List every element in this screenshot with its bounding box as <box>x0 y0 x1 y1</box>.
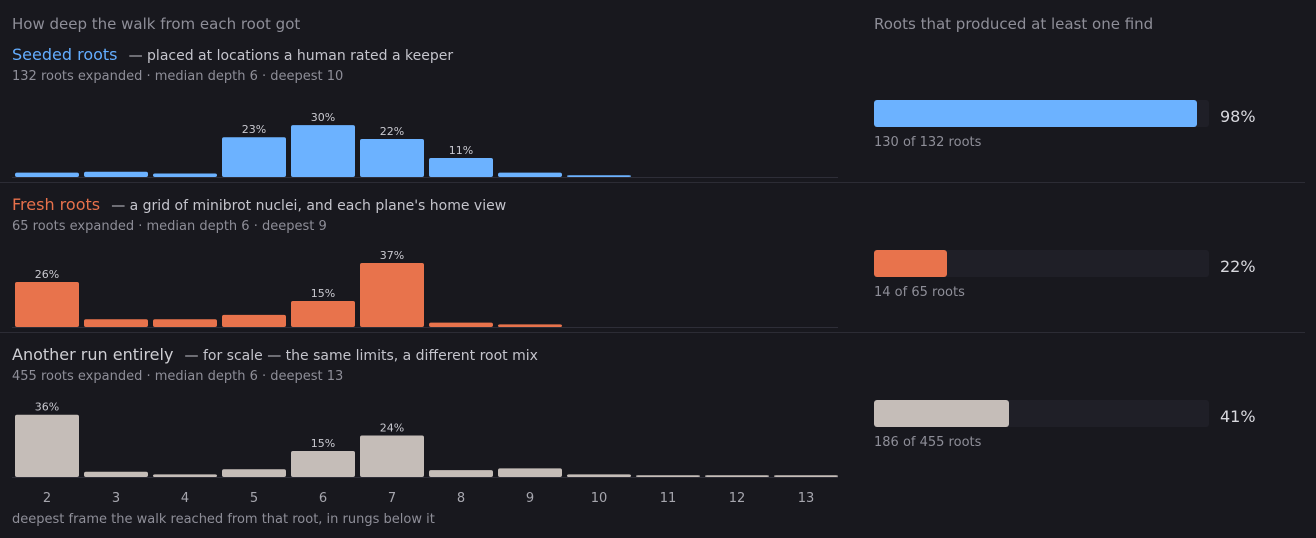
histogram-bar <box>429 157 493 177</box>
histogram-bar <box>498 172 562 177</box>
histogram-bar <box>15 414 79 477</box>
x-tick-label: 8 <box>457 491 465 506</box>
find-rate-fill <box>874 250 947 277</box>
histogram-bar <box>84 171 148 177</box>
histogram-bar <box>84 319 148 327</box>
histogram-bar <box>222 314 286 327</box>
find-rate-fill <box>874 100 1198 127</box>
histogram-bar <box>360 263 424 327</box>
histogram-bar <box>153 474 217 477</box>
histogram-bar <box>360 138 424 177</box>
find-rate-percent: 22% <box>1220 257 1256 276</box>
bar-value-label: 15% <box>311 437 335 450</box>
bar-value-label: 11% <box>449 144 473 157</box>
histogram-bar <box>636 475 700 477</box>
row-divider <box>0 332 1305 333</box>
bar-value-label: 36% <box>35 401 59 414</box>
x-tick-label: 13 <box>798 491 815 506</box>
histogram-bar <box>15 282 79 327</box>
x-axis: 2 3 4 5 6 7 8 9 10 11 12 13 <box>43 491 815 506</box>
bar-value-label: 26% <box>35 268 59 281</box>
x-tick-label: 5 <box>250 491 258 506</box>
histogram-bar <box>429 470 493 477</box>
row-title: Seeded roots <box>12 45 118 64</box>
histogram-bar <box>291 451 355 477</box>
x-tick-label: 7 <box>388 491 396 506</box>
histogram-bar <box>15 172 79 177</box>
bar-value-label: 30% <box>311 111 335 124</box>
find-rate-percent: 41% <box>1220 407 1256 426</box>
x-tick-label: 11 <box>660 491 677 506</box>
find-rate-heading: Roots that produced at least one find <box>874 15 1154 33</box>
x-axis-label: deepest frame the walk reached from that… <box>12 512 435 527</box>
histogram-bar <box>429 322 493 327</box>
row-seeded-header: Seeded roots — placed at locations a hum… <box>12 45 453 64</box>
x-tick-label: 2 <box>43 491 51 506</box>
row-divider <box>0 182 1305 183</box>
histogram-bar <box>153 173 217 177</box>
bar-value-label: 15% <box>311 287 335 300</box>
depth-histogram-fresh: 26% 15% 37% <box>12 249 838 328</box>
row-title: Another run entirely <box>12 345 174 364</box>
histogram-bar <box>705 475 769 477</box>
find-rate-count: 14 of 65 roots <box>874 285 965 300</box>
histogram-bar <box>84 471 148 477</box>
row-another-header: Another run entirely — for scale — the s… <box>12 345 538 364</box>
find-rate-percent: 98% <box>1220 107 1256 126</box>
row-stats: 455 roots expanded · median depth 6 · de… <box>12 369 344 384</box>
histogram-bar <box>498 324 562 327</box>
bar-value-label: 37% <box>380 249 404 262</box>
row-stats: 65 roots expanded · median depth 6 · dee… <box>12 219 327 234</box>
row-description: — a grid of minibrot nuclei, and each pl… <box>111 198 507 214</box>
x-tick-label: 3 <box>112 491 120 506</box>
row-description: — placed at locations a human rated a ke… <box>128 48 454 64</box>
histogram-bar <box>222 469 286 477</box>
histogram-bar <box>291 125 355 177</box>
histogram-bar <box>567 175 631 177</box>
find-rate-track <box>874 400 1209 427</box>
x-tick-label: 6 <box>319 491 327 506</box>
find-rate-fill <box>874 400 1010 427</box>
histogram-bar <box>498 468 562 477</box>
x-tick-label: 4 <box>181 491 189 506</box>
find-rate-count: 186 of 455 roots <box>874 435 982 450</box>
histogram-bar <box>567 474 631 477</box>
histogram-bar <box>153 319 217 327</box>
x-tick-label: 9 <box>526 491 534 506</box>
find-rate-count: 130 of 132 roots <box>874 135 982 150</box>
histogram-bar <box>774 475 838 477</box>
histogram-bar <box>291 301 355 327</box>
x-tick-label: 10 <box>591 491 608 506</box>
x-tick-label: 12 <box>729 491 746 506</box>
row-title: Fresh roots <box>12 195 101 214</box>
histogram-bar <box>222 137 286 177</box>
depth-histogram-seeded: 23% 30% 22% 11% <box>12 111 838 178</box>
bar-value-label: 24% <box>380 421 404 434</box>
find-rate-track <box>874 100 1209 127</box>
histogram-bar <box>360 435 424 477</box>
depth-histogram-another: 36% 15% 24% <box>12 401 838 478</box>
row-description: — for scale — the same limits, a differe… <box>184 348 538 364</box>
bar-value-label: 22% <box>380 125 404 138</box>
bar-value-label: 23% <box>242 123 266 136</box>
row-stats: 132 roots expanded · median depth 6 · de… <box>12 69 344 84</box>
row-fresh-header: Fresh roots — a grid of minibrot nuclei,… <box>12 195 506 214</box>
histogram-heading: How deep the walk from each root got <box>12 15 301 33</box>
find-rate-track <box>874 250 1209 277</box>
